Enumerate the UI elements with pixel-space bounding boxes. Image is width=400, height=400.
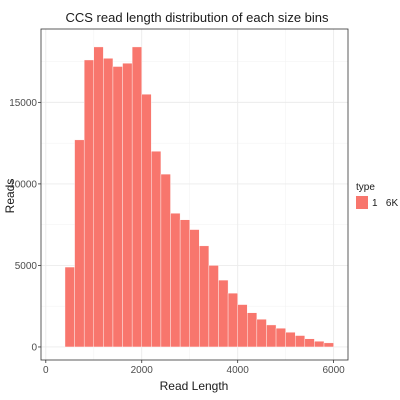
histogram-bar (285, 332, 296, 348)
histogram-bar (189, 229, 200, 348)
x-axis-label: Read Length (160, 379, 229, 393)
histogram-bar (314, 341, 325, 348)
histogram-bar (151, 151, 162, 348)
y-tick-label: 5000 (15, 261, 38, 272)
histogram-bar (131, 46, 142, 348)
panel-border (40, 28, 349, 361)
histogram-bar (103, 58, 114, 348)
histogram-bar (323, 342, 334, 348)
y-tick-label: 10000 (9, 179, 37, 190)
histogram-bar (227, 292, 238, 348)
histogram-bar (304, 338, 315, 348)
x-tick-label: 2000 (131, 365, 154, 376)
histogram-bar (74, 139, 85, 348)
x-tick-label: 6000 (322, 365, 345, 376)
legend-swatch (356, 196, 368, 209)
x-tick-label: 0 (43, 365, 49, 376)
x-tick-label: 4000 (227, 365, 250, 376)
histogram-bar (93, 46, 104, 348)
histogram-bar (295, 335, 306, 348)
legend-entry-label: 1 6K (372, 198, 398, 209)
histogram-bar (247, 312, 258, 348)
histogram-bar (266, 324, 277, 348)
histogram-bar (208, 265, 219, 348)
histogram-bar (112, 66, 123, 348)
histogram-bar (179, 219, 190, 348)
legend: type 1 6K (356, 182, 398, 209)
chart-title: CCS read length distribution of each siz… (65, 10, 329, 25)
histogram-bar (199, 245, 210, 348)
histogram-bar (122, 63, 133, 348)
y-tick-label: 0 (31, 342, 37, 353)
histogram-bar (237, 304, 248, 348)
legend-title: type (356, 182, 375, 193)
histogram-bar (83, 59, 94, 348)
y-tick-label: 15000 (9, 98, 37, 109)
histogram-bar (64, 266, 75, 348)
histogram-bar (160, 173, 171, 348)
histogram-bar (275, 328, 286, 348)
histogram-bar (256, 319, 267, 348)
tick-labels: 0 2000 4000 6000 0 5000 10000 15000 (9, 98, 345, 376)
histogram-bar (141, 94, 152, 348)
y-axis-label: Reads (3, 179, 17, 214)
bars (64, 46, 334, 348)
histogram-bar (218, 279, 229, 348)
histogram-bar (170, 213, 181, 348)
